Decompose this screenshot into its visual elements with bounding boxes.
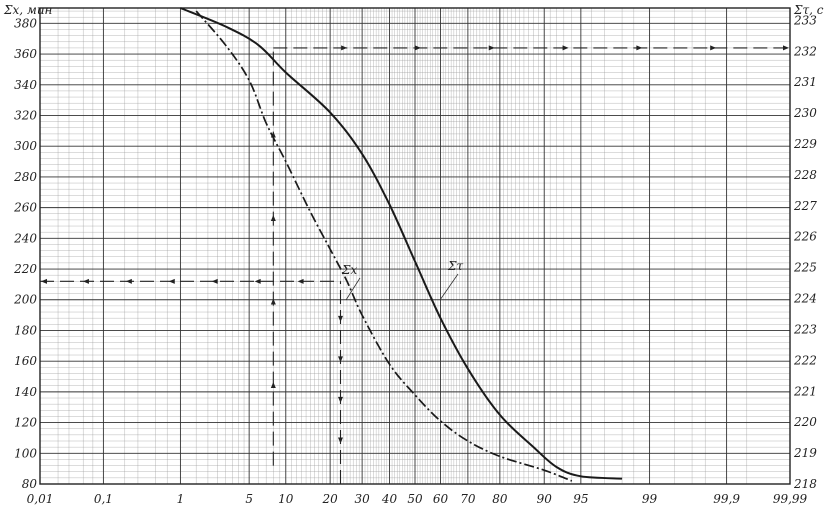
right-tick-label: 224 (793, 292, 817, 306)
right-tick-label: 222 (793, 353, 817, 367)
right-tick-label: 231 (793, 75, 817, 89)
arrow-head (337, 437, 343, 444)
x-tick-label: 0,01 (27, 492, 54, 506)
arrow-head (562, 45, 569, 51)
x-tick-label: 70 (460, 492, 476, 506)
arrow-head (414, 45, 421, 51)
series-label-leader-sum-tau (439, 273, 459, 301)
reading-lines (40, 45, 790, 484)
right-tick-label: 228 (793, 168, 817, 182)
right-tick-label: 218 (793, 477, 817, 491)
left-tick-label: 120 (14, 416, 37, 430)
arrow-head (710, 45, 717, 51)
x-tick-label: 40 (381, 492, 398, 506)
left-tick-label: 80 (22, 477, 38, 491)
arrow-head (270, 382, 276, 389)
arrow-head (82, 278, 89, 284)
arrow-head (270, 214, 276, 221)
x-tick-label: 90 (537, 492, 553, 506)
right-tick-label: 223 (793, 322, 817, 336)
right-tick-label: 220 (793, 415, 817, 429)
right-tick-label: 227 (793, 199, 817, 213)
right-axis-label: Στ, с (793, 3, 824, 17)
arrow-head (337, 315, 343, 322)
x-tick-label: 5 (245, 492, 253, 506)
x-tick-label: 10 (278, 492, 294, 506)
left-axis-label: Σx, мин (3, 3, 53, 17)
right-tick-label: 226 (793, 230, 817, 244)
arrow-head (297, 278, 304, 284)
left-tick-label: 320 (14, 108, 37, 122)
series-label-sum-x: Σx (341, 263, 357, 277)
x-tick-label: 60 (433, 492, 449, 506)
left-tick-label: 180 (14, 323, 37, 337)
right-tick-label: 219 (793, 446, 817, 460)
right-axis-tick-labels: 218 219 220 221 222 223 224 225 226 227 228 229 230 2… (793, 13, 817, 491)
x-tick-label: 80 (492, 492, 508, 506)
x-tick-label: 50 (407, 492, 423, 506)
left-axis-tick-labels: 80 100 120 140 160 180 200 220 240 260 280 300 320 34… (13, 16, 37, 491)
right-tick-label: 229 (793, 137, 817, 151)
series-curves (180, 7, 623, 482)
x-tick-label: 1 (177, 492, 185, 506)
left-tick-label: 160 (14, 354, 37, 368)
series-label-leader-sum-x (345, 277, 361, 301)
major-grid (39, 8, 791, 485)
arrow-head (41, 278, 47, 284)
right-tick-label: 225 (793, 261, 817, 275)
series-line-sum-x (195, 10, 573, 482)
left-tick-label: 260 (13, 201, 37, 215)
right-tick-label: 232 (793, 44, 817, 58)
arrow-head (254, 278, 261, 284)
arrow-head (125, 278, 132, 284)
x-tick-label: 95 (573, 492, 588, 506)
left-tick-label: 240 (13, 231, 37, 245)
left-tick-label: 280 (13, 170, 37, 184)
left-tick-label: 360 (14, 47, 37, 61)
arrow-head (211, 278, 218, 284)
x-tick-label: 99 (642, 492, 658, 506)
arrow-head (783, 45, 789, 51)
x-tick-labels: 0,01 0,1 1 5 10 20 30 40 50 60 70 80 90 95 99 99,9 99,99 (27, 492, 808, 506)
x-tick-label: 20 (321, 492, 338, 506)
left-tick-label: 100 (14, 446, 37, 460)
arrow-head (270, 298, 276, 305)
arrow-head (341, 45, 348, 51)
arrow-head (488, 45, 495, 51)
left-tick-label: 340 (14, 78, 37, 92)
left-tick-label: 220 (13, 262, 37, 276)
x-tick-label: 99,99 (773, 492, 808, 506)
right-tick-label: 230 (793, 106, 817, 120)
arrow-head (337, 396, 343, 403)
right-tick-label: 233 (793, 13, 817, 27)
plot-frame (39, 7, 791, 485)
left-tick-label: 380 (14, 16, 37, 30)
arrow-head (636, 45, 643, 51)
arrow-head (337, 356, 343, 363)
x-tick-label: 30 (354, 492, 370, 506)
x-tick-label: 0,1 (94, 492, 113, 506)
right-tick-label: 221 (793, 384, 817, 398)
left-tick-label: 300 (14, 139, 37, 153)
left-tick-label: 140 (14, 385, 37, 399)
series-line-sum-tau (180, 7, 623, 480)
arrow-head (168, 278, 175, 284)
series-label-sum-tau: Στ (447, 259, 463, 273)
left-tick-label: 200 (13, 293, 37, 307)
x-tick-label: 99,9 (713, 492, 740, 506)
